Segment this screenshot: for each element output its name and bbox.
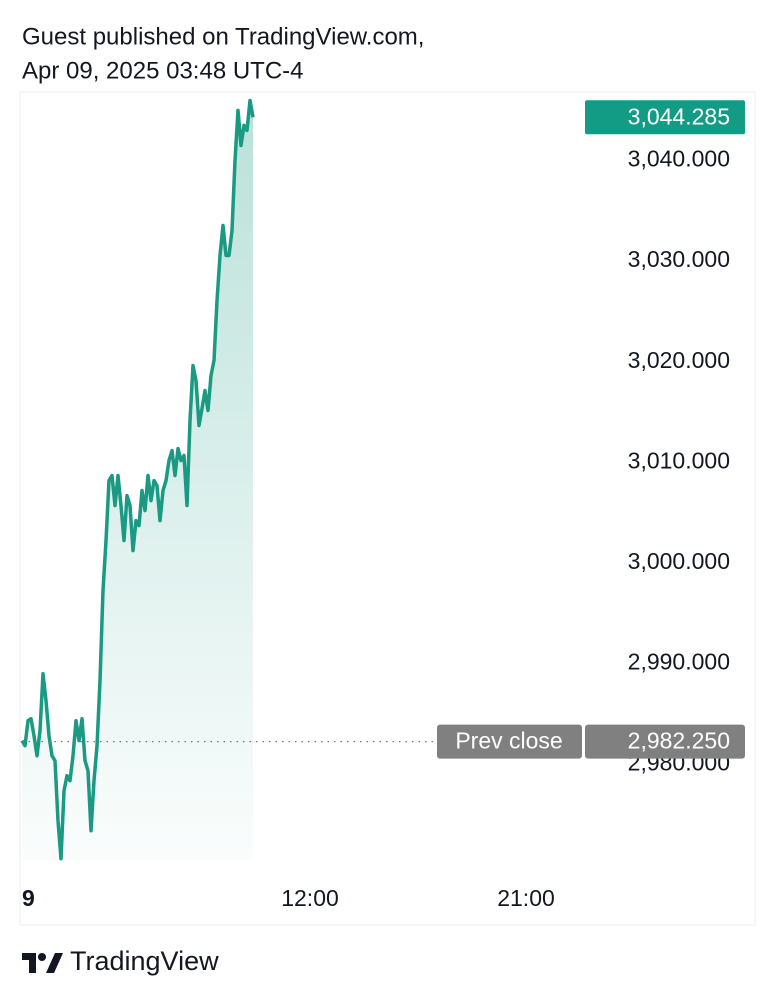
y-tick-label: 3,010.000 — [628, 447, 730, 473]
y-tick-label: 2,990.000 — [628, 649, 730, 675]
prev-close-box — [585, 724, 745, 759]
prev-close-tag — [437, 724, 582, 759]
subtitle: Apr 09, 2025 03:48 UTC-4 — [22, 57, 304, 84]
x-tick-label: 21:00 — [497, 885, 555, 911]
y-tick-label: 3,040.000 — [628, 146, 730, 172]
x-tick-label: 12:00 — [281, 885, 339, 911]
chart-frame — [19, 91, 756, 926]
last-price-label: 3,044.285 — [628, 103, 730, 129]
prev-close-label: 2,982.250 — [628, 728, 730, 754]
area-fill — [22, 100, 253, 860]
y-tick-label: 3,030.000 — [628, 246, 730, 272]
logo — [22, 953, 63, 973]
x-tick-label: 9 — [22, 885, 35, 911]
y-tick-label: 3,000.000 — [628, 548, 730, 574]
footer: TradingView — [70, 946, 219, 976]
last-price-box — [585, 100, 745, 135]
y-tick-label: 3,020.000 — [628, 347, 730, 373]
title: Guest published on TradingView.com, — [22, 23, 424, 50]
prev-close-name: Prev close — [455, 728, 562, 754]
price-line — [20, 98, 255, 861]
